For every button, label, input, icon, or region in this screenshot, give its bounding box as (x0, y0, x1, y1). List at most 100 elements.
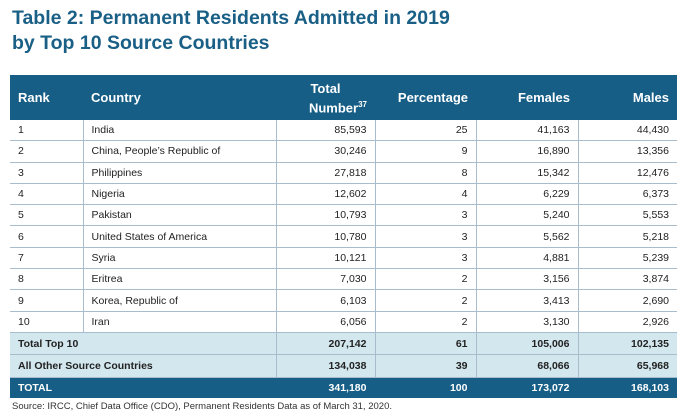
females-cell: 5,240 (475, 204, 578, 227)
rank-cell: 3 (10, 162, 83, 184)
males-cell: 13,356 (577, 140, 677, 163)
table-row: 2 China, People’s Republic of 30,246 9 16,89… (10, 140, 677, 163)
grand-total-percentage: 100 (374, 377, 476, 398)
grand-total-row: TOTAL 341,180 100 173,072 168,103 (10, 377, 677, 398)
percentage-cell: 8 (374, 162, 476, 184)
subtotal-percentage: 61 (374, 332, 476, 356)
rank-cell: 10 (10, 311, 83, 333)
rank-cell: 5 (10, 204, 83, 227)
grand-total-label: TOTAL (10, 377, 276, 398)
title-line-1: Table 2: Permanent Residents Admitted in… (12, 7, 450, 29)
header-rank: Rank (10, 75, 83, 120)
percentage-cell: 3 (374, 247, 476, 270)
subtotal-label: Total Top 10 (10, 332, 276, 356)
table-row: 3 Philippines 27,818 8 15,342 12,476 (10, 162, 677, 184)
percentage-cell: 9 (374, 140, 476, 163)
country-cell: Philippines (82, 162, 276, 184)
table-row: 4 Nigeria 12,602 4 6,229 6,373 (10, 183, 677, 206)
table-row: 9 Korea, Republic of 6,103 2 3,413 2,690 (10, 289, 677, 312)
total-cell: 6,103 (275, 289, 375, 312)
percentage-cell: 2 (374, 289, 476, 312)
table-row: 8 Eritrea 7,030 2 3,156 3,874 (10, 268, 677, 291)
total-cell: 10,793 (275, 204, 375, 227)
grand-total-males: 168,103 (577, 377, 677, 398)
males-cell: 5,553 (577, 204, 677, 227)
total-cell: 10,121 (275, 247, 375, 270)
rank-cell: 7 (10, 247, 83, 270)
percentage-cell: 2 (374, 268, 476, 291)
header-total-line1: Total (310, 80, 341, 96)
rank-cell: 4 (10, 183, 83, 206)
rank-cell: 8 (10, 268, 83, 291)
rank-cell: 6 (10, 225, 83, 248)
males-cell: 2,926 (577, 311, 677, 333)
females-cell: 5,562 (475, 225, 578, 248)
country-cell: Eritrea (82, 268, 276, 291)
males-cell: 5,218 (577, 225, 677, 248)
total-cell: 12,602 (275, 183, 375, 206)
females-cell: 15,342 (475, 162, 578, 184)
source-note: Source: IRCC, Chief Data Office (CDO), P… (12, 401, 392, 412)
percentage-cell: 4 (374, 183, 476, 206)
country-cell: United States of America (82, 225, 276, 248)
country-cell: Pakistan (82, 204, 276, 227)
rank-cell: 2 (10, 140, 83, 163)
percentage-cell: 3 (374, 204, 476, 227)
country-cell: Iran (82, 311, 276, 333)
females-cell: 16,890 (475, 140, 578, 163)
females-cell: 4,881 (475, 247, 578, 270)
males-cell: 44,430 (577, 120, 677, 142)
header-total-number: Total Number37 (276, 75, 375, 120)
females-cell: 3,156 (475, 268, 578, 291)
males-cell: 5,239 (577, 247, 677, 270)
total-cell: 30,246 (275, 140, 375, 163)
table-row: 6 United States of America 10,780 3 5,562 5,2… (10, 225, 677, 248)
header-females: Females (476, 75, 578, 120)
header-males: Males (578, 75, 677, 120)
subtotal-males: 102,135 (577, 332, 677, 356)
grand-total-females: 173,072 (475, 377, 578, 398)
males-cell: 3,874 (577, 268, 677, 291)
table-row: 1 India 85,593 25 41,163 44,430 (10, 120, 677, 142)
footnote-marker: 37 (358, 99, 367, 109)
subtotal-row: All Other Source Countries 134,038 39 68,06… (10, 354, 677, 378)
country-cell: Korea, Republic of (82, 289, 276, 312)
title-line-2: by Top 10 Source Countries (12, 32, 270, 54)
table-title: Table 2: Permanent Residents Admitted in… (12, 6, 672, 56)
subtotal-percentage: 39 (374, 354, 476, 378)
grand-total-number: 341,180 (275, 377, 375, 398)
total-cell: 27,818 (275, 162, 375, 184)
subtotal-total: 134,038 (275, 354, 375, 378)
females-cell: 41,163 (475, 120, 578, 142)
subtotal-females: 105,006 (475, 332, 578, 356)
table-row: 10 Iran 6,056 2 3,130 2,926 (10, 311, 677, 333)
subtotal-label: All Other Source Countries (10, 354, 276, 378)
header-total-line2: Number37 (284, 97, 367, 116)
rank-cell: 9 (10, 289, 83, 312)
subtotal-males: 65,968 (577, 354, 677, 378)
females-cell: 3,413 (475, 289, 578, 312)
residents-table: Rank Country Total Number37 Percentage F… (10, 75, 677, 398)
subtotal-females: 68,066 (475, 354, 578, 378)
subtotal-total: 207,142 (275, 332, 375, 356)
females-cell: 3,130 (475, 311, 578, 333)
males-cell: 6,373 (577, 183, 677, 206)
total-cell: 85,593 (275, 120, 375, 142)
header-row: Rank Country Total Number37 Percentage F… (10, 75, 677, 120)
males-cell: 2,690 (577, 289, 677, 312)
table-row: 7 Syria 10,121 3 4,881 5,239 (10, 247, 677, 270)
header-country: Country (83, 75, 276, 120)
subtotal-row: Total Top 10 207,142 61 105,006 102,135 (10, 332, 677, 356)
country-cell: India (82, 120, 276, 142)
total-cell: 7,030 (275, 268, 375, 291)
total-cell: 10,780 (275, 225, 375, 248)
males-cell: 12,476 (577, 162, 677, 184)
percentage-cell: 25 (374, 120, 476, 142)
country-cell: China, People’s Republic of (82, 140, 276, 163)
table-body: 1 India 85,593 25 41,163 44,430 2 China, People… (10, 120, 677, 398)
total-cell: 6,056 (275, 311, 375, 333)
percentage-cell: 3 (374, 225, 476, 248)
rank-cell: 1 (10, 120, 83, 142)
table-row: 5 Pakistan 10,793 3 5,240 5,553 (10, 204, 677, 227)
percentage-cell: 2 (374, 311, 476, 333)
